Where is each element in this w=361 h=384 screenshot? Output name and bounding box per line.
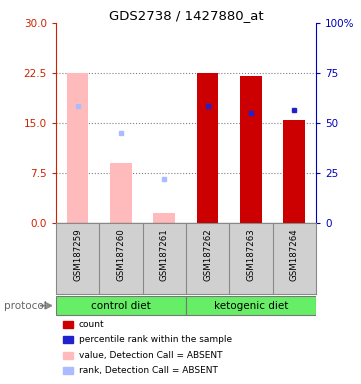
Text: GSM187261: GSM187261 bbox=[160, 228, 169, 281]
Text: GSM187263: GSM187263 bbox=[247, 228, 255, 281]
Bar bbox=[110, 163, 132, 223]
Text: ketogenic diet: ketogenic diet bbox=[214, 301, 288, 311]
Bar bbox=[197, 73, 218, 223]
Text: count: count bbox=[79, 320, 104, 329]
Text: GSM187262: GSM187262 bbox=[203, 228, 212, 281]
Bar bbox=[67, 73, 88, 223]
Text: control diet: control diet bbox=[91, 301, 151, 311]
Text: GSM187260: GSM187260 bbox=[117, 228, 125, 281]
Bar bbox=[240, 76, 262, 223]
Bar bbox=[153, 213, 175, 223]
Title: GDS2738 / 1427880_at: GDS2738 / 1427880_at bbox=[109, 9, 263, 22]
Text: GSM187259: GSM187259 bbox=[73, 228, 82, 281]
Bar bbox=[56, 296, 186, 315]
Text: rank, Detection Call = ABSENT: rank, Detection Call = ABSENT bbox=[79, 366, 218, 375]
Text: protocol: protocol bbox=[4, 301, 46, 311]
Bar bbox=[283, 119, 305, 223]
Text: percentile rank within the sample: percentile rank within the sample bbox=[79, 335, 232, 344]
Bar bbox=[186, 296, 316, 315]
Text: GSM187264: GSM187264 bbox=[290, 228, 299, 281]
Text: value, Detection Call = ABSENT: value, Detection Call = ABSENT bbox=[79, 351, 222, 360]
